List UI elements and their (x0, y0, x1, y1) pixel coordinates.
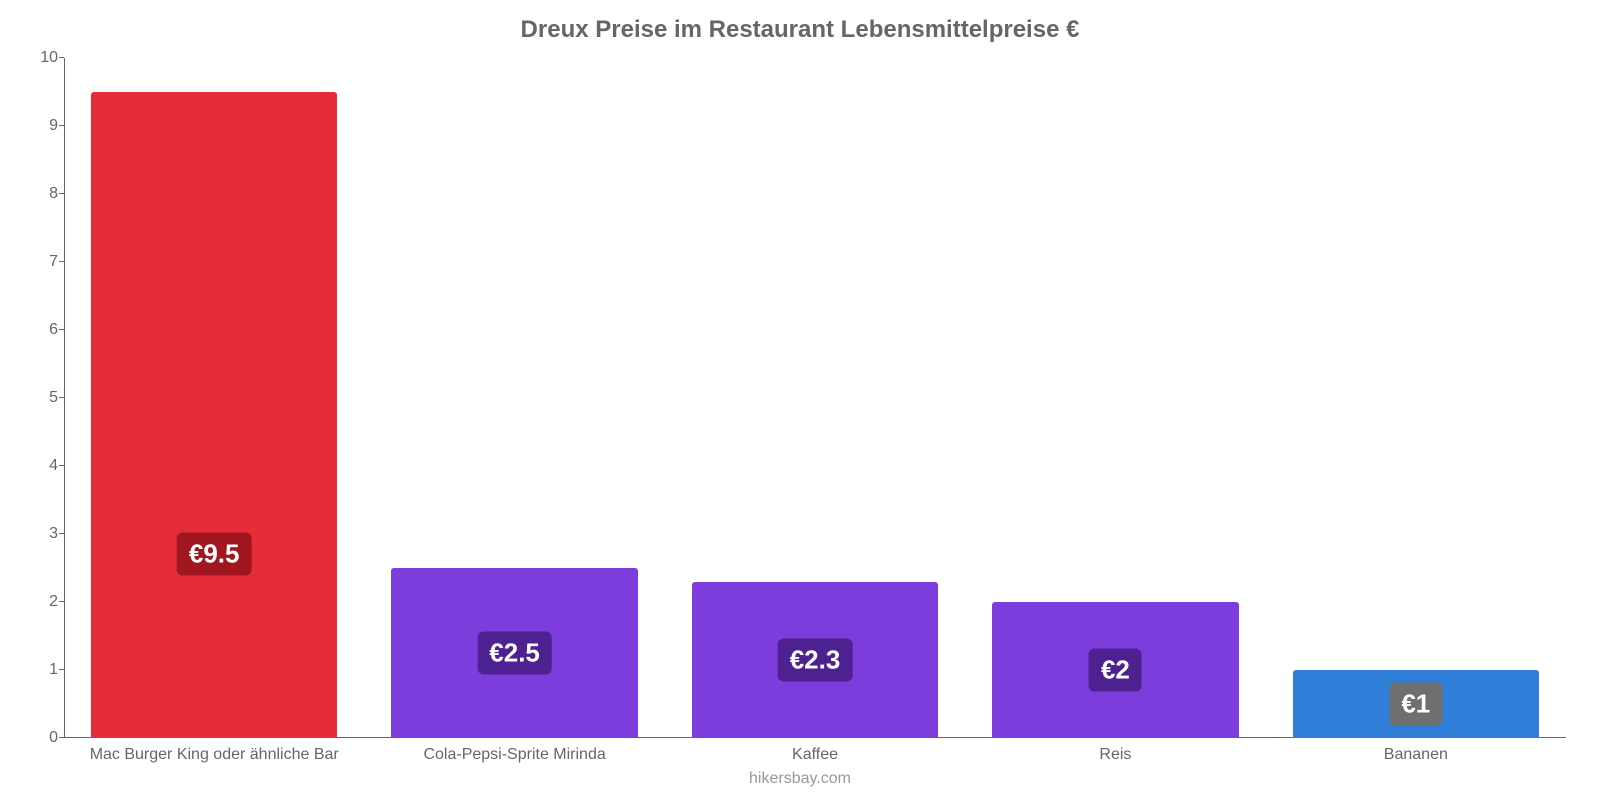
bar: €2.5 (391, 568, 637, 738)
bars-group: €9.5 €2.5 €2.3 €2 €1 (64, 58, 1566, 738)
bar: €2.3 (692, 582, 938, 738)
y-tick-mark (59, 601, 64, 602)
y-axis: 012345678910 (34, 58, 64, 738)
x-axis-label: Kaffee (665, 738, 965, 764)
value-badge: €2 (1089, 649, 1142, 692)
y-tick-mark (59, 397, 64, 398)
bar-slot: €9.5 (64, 58, 364, 738)
x-axis-label: Cola-Pepsi-Sprite Mirinda (364, 738, 664, 764)
y-tick-label: 8 (49, 185, 58, 203)
y-tick-label: 7 (49, 253, 58, 271)
y-tick-mark (59, 261, 64, 262)
value-badge: €2.3 (778, 638, 853, 681)
y-tick-label: 10 (40, 49, 58, 67)
y-tick-label: 6 (49, 321, 58, 339)
y-tick-label: 2 (49, 593, 58, 611)
x-axis-label: Reis (965, 738, 1265, 764)
bar-slot: €2 (965, 58, 1265, 738)
x-axis-label: Bananen (1266, 738, 1566, 764)
y-tick-mark (59, 533, 64, 534)
plot: €9.5 €2.5 €2.3 €2 €1 (64, 58, 1566, 738)
bar: €9.5 (91, 92, 337, 738)
bar-slot: €2.3 (665, 58, 965, 738)
y-tick-label: 1 (49, 661, 58, 679)
y-tick-label: 0 (49, 729, 58, 747)
bar: €1 (1293, 670, 1539, 738)
y-tick-mark (59, 737, 64, 738)
chart-title: Dreux Preise im Restaurant Lebensmittelp… (34, 16, 1566, 44)
plot-area: 012345678910 €9.5€2.5€2.3€2€1 (34, 58, 1566, 738)
chart-footer: hikersbay.com (34, 770, 1566, 788)
value-badge: €9.5 (177, 533, 252, 576)
value-badge: €1 (1389, 683, 1442, 726)
y-tick-label: 4 (49, 457, 58, 475)
y-tick-label: 3 (49, 525, 58, 543)
y-tick-label: 9 (49, 117, 58, 135)
value-badge: €2.5 (477, 632, 552, 675)
x-axis-label: Mac Burger King oder ähnliche Bar (64, 738, 364, 764)
y-tick-mark (59, 669, 64, 670)
y-tick-mark (59, 57, 64, 58)
chart-container: Dreux Preise im Restaurant Lebensmittelp… (0, 0, 1600, 800)
y-tick-mark (59, 125, 64, 126)
y-tick-mark (59, 329, 64, 330)
y-tick-mark (59, 193, 64, 194)
y-tick-label: 5 (49, 389, 58, 407)
x-axis-labels: Mac Burger King oder ähnliche BarCola-Pe… (64, 738, 1566, 764)
bar-slot: €2.5 (364, 58, 664, 738)
y-tick-mark (59, 465, 64, 466)
bar-slot: €1 (1266, 58, 1566, 738)
bar: €2 (992, 602, 1238, 738)
